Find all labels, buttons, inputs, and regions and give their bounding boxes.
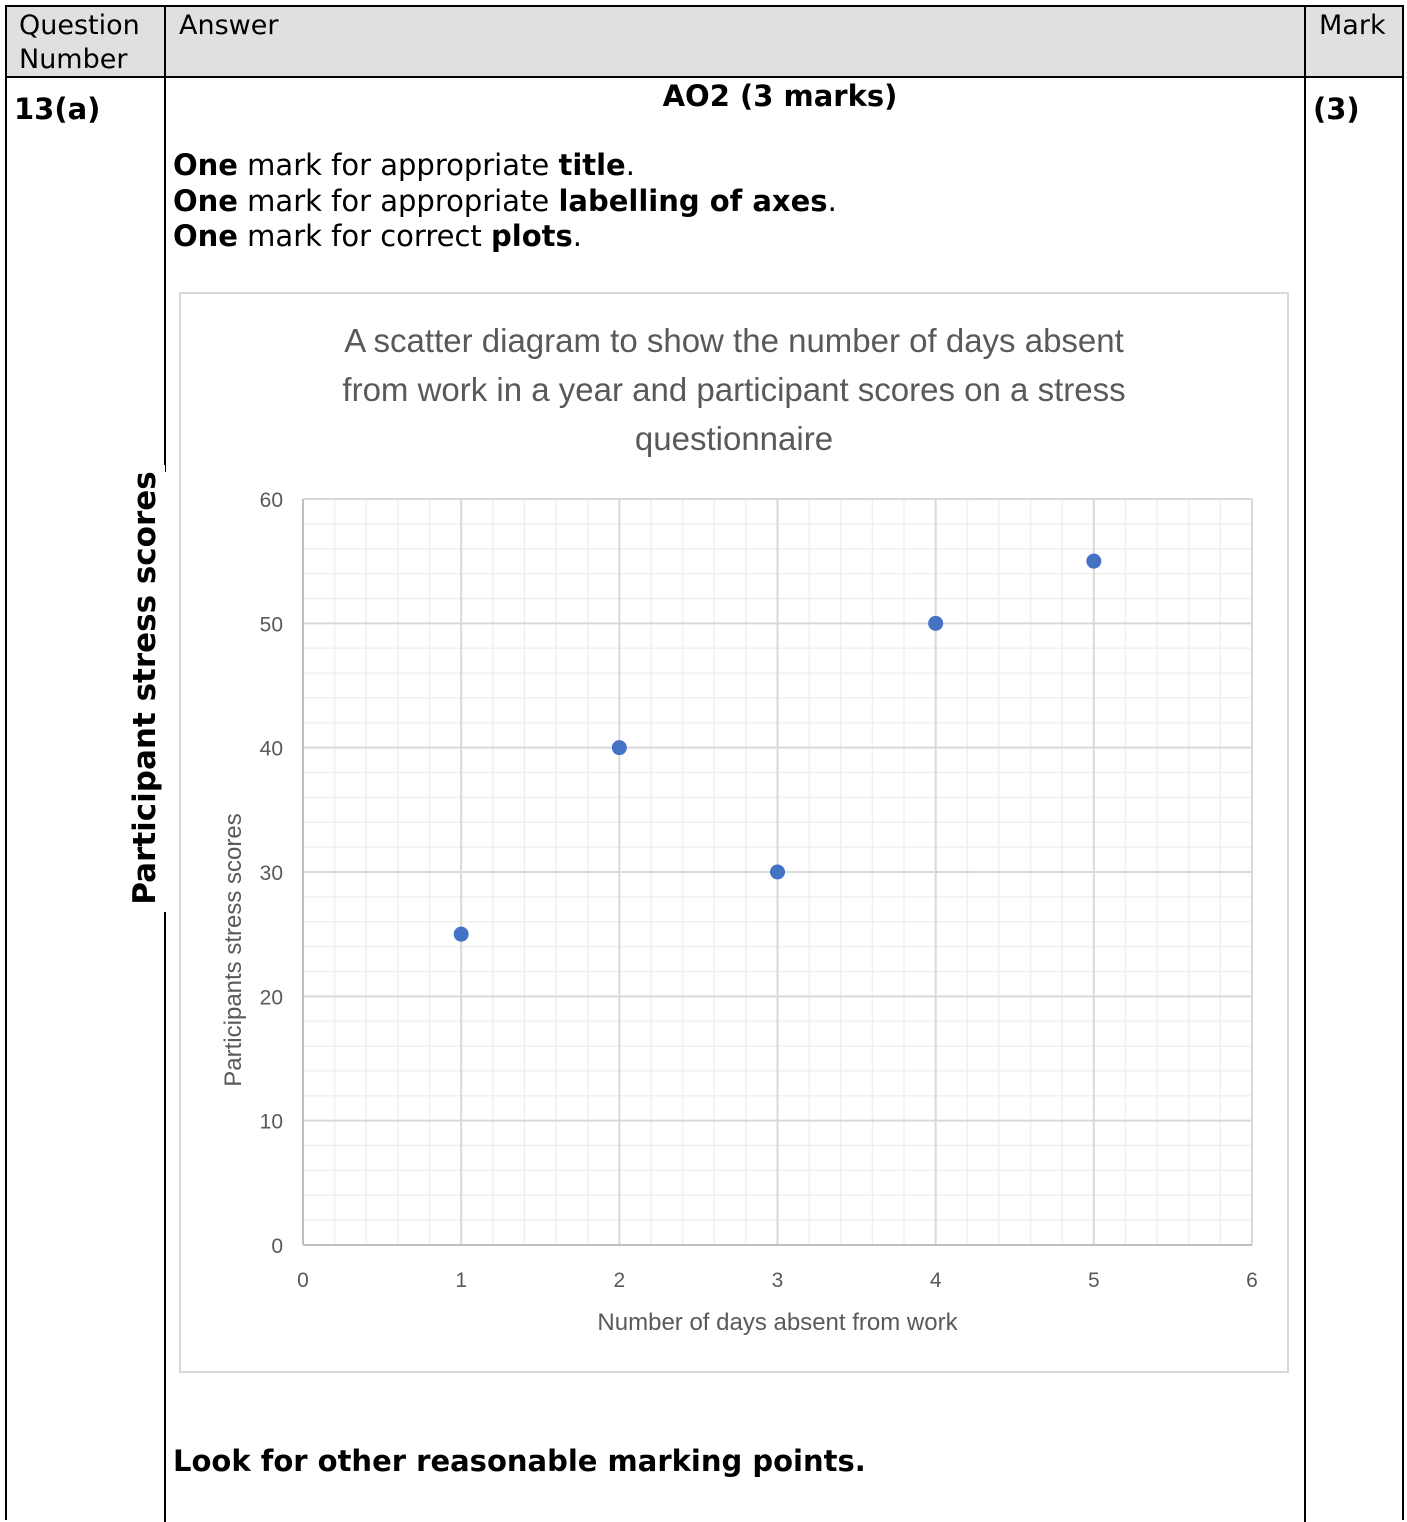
mark-scheme-table: Question Number Answer Mark xyxy=(5,5,1404,1522)
column-divider-left-upper xyxy=(164,7,166,472)
x-tick-label: 2 xyxy=(613,1269,625,1292)
y-tick-label: 20 xyxy=(260,986,283,1009)
pasted-axis-label-text: Participant stress scores xyxy=(127,470,163,905)
x-axis-title: Number of days absent from work xyxy=(597,1309,958,1336)
x-tick-label: 5 xyxy=(1088,1269,1100,1292)
scatter-chart: A scatter diagram to show the number of … xyxy=(179,292,1289,1373)
data-point xyxy=(1086,553,1102,569)
y-tick-label: 50 xyxy=(260,613,283,636)
x-tick-label: 0 xyxy=(297,1269,309,1292)
footer-note: Look for other reasonable marking points… xyxy=(173,1444,866,1478)
ao-heading: AO2 (3 marks) xyxy=(662,79,898,113)
marking-criteria: One mark for appropriate title. One mark… xyxy=(173,148,837,255)
criterion-plots: One mark for correct plots. xyxy=(173,219,582,253)
y-tick-label: 10 xyxy=(260,1111,283,1134)
chart-title-line-1: A scatter diagram to show the number of … xyxy=(344,322,1124,359)
table-header-row: Question Number Answer Mark xyxy=(7,7,1402,78)
header-question-number: Question Number xyxy=(19,9,140,77)
data-point xyxy=(611,740,627,756)
header-mark: Mark xyxy=(1319,10,1386,41)
data-point xyxy=(928,615,944,631)
x-tick-label: 3 xyxy=(772,1269,784,1292)
criterion-axes: One mark for appropriate labelling of ax… xyxy=(173,183,837,218)
pasted-axis-label: Participant stress scores xyxy=(125,465,165,910)
mark-value: (3) xyxy=(1313,92,1360,126)
x-tick-label: 1 xyxy=(455,1269,467,1292)
header-question-line1: Question xyxy=(19,10,140,41)
chart-title: A scatter diagram to show the number of … xyxy=(181,316,1287,463)
column-divider-right xyxy=(1304,7,1306,1522)
header-question-line2: Number xyxy=(19,44,128,75)
x-tick-label: 4 xyxy=(930,1269,942,1292)
data-point xyxy=(770,864,785,880)
y-tick-label: 30 xyxy=(260,862,283,885)
y-tick-label: 0 xyxy=(271,1235,283,1258)
criterion-title: One mark for appropriate title. xyxy=(173,148,635,182)
chart-title-line-3: questionnaire xyxy=(634,420,834,457)
data-point xyxy=(453,926,469,942)
chart-title-line-2: from work in a year and participant scor… xyxy=(342,371,1126,408)
question-number: 13(a) xyxy=(14,92,101,126)
y-axis-title: Participants stress scores xyxy=(220,813,247,1086)
y-tick-label: 60 xyxy=(260,489,283,512)
column-divider-left-lower xyxy=(164,912,166,1522)
y-tick-label: 40 xyxy=(260,738,283,761)
header-answer: Answer xyxy=(179,10,279,41)
x-tick-label: 6 xyxy=(1246,1269,1258,1292)
